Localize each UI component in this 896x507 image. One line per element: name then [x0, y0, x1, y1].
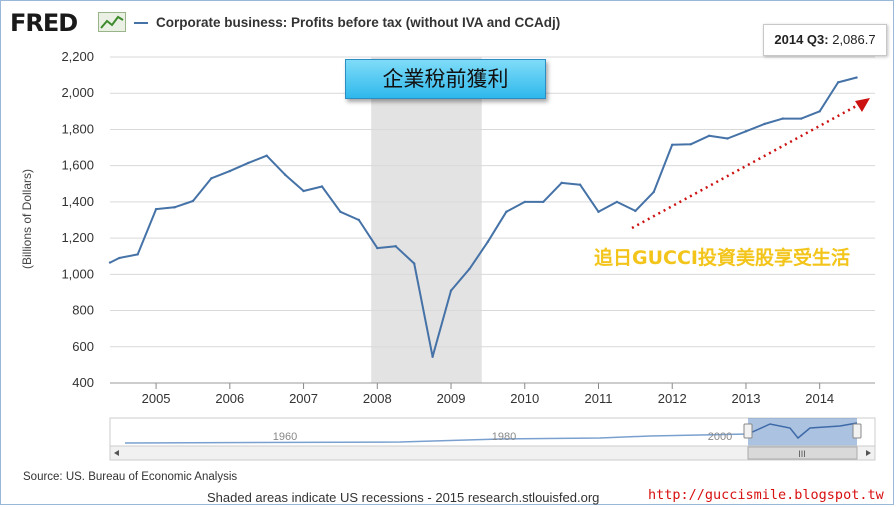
data-point — [320, 185, 324, 188]
data-point — [671, 143, 674, 147]
data-point — [136, 253, 139, 256]
navigator-handle[interactable] — [852, 423, 862, 439]
data-point — [726, 137, 729, 140]
data-point — [486, 240, 490, 243]
data-point — [118, 256, 121, 260]
y-tick-label: 1,800 — [61, 121, 94, 136]
blog-url[interactable]: http://guccismile.blogspot.tw — [648, 487, 884, 503]
data-point — [855, 76, 858, 79]
tooltip-value: 2,086.7 — [832, 32, 876, 47]
data-point — [283, 173, 287, 176]
scrollbar-thumb[interactable] — [747, 446, 858, 460]
scrollbar-grip: III — [798, 449, 806, 459]
data-point — [836, 81, 840, 84]
scrollbar-track — [109, 445, 876, 461]
plot-area — [110, 57, 875, 383]
navigator-handle[interactable] — [743, 423, 753, 439]
series-line — [109, 76, 857, 358]
x-tick-label: 2009 — [437, 391, 466, 406]
recession-note: Shaded areas indicate US recessions - 20… — [207, 490, 600, 505]
data-point — [191, 199, 195, 203]
data-point — [800, 117, 803, 120]
y-tick-label: 800 — [72, 303, 94, 318]
data-point — [210, 177, 213, 180]
fred-logo[interactable]: FRED — [10, 9, 126, 37]
y-tick-label: 400 — [72, 375, 94, 390]
trend-arrow-head — [855, 98, 870, 112]
tooltip: 2014 Q3: 2,086.7 — [763, 24, 887, 56]
data-point — [505, 210, 508, 214]
x-tick-label: 2007 — [289, 391, 318, 406]
y-tick-label: 1,400 — [61, 194, 94, 209]
data-point — [247, 161, 250, 165]
watermark-text: 追日GUCCI投資美股享受生活 — [594, 247, 850, 269]
navigator-label: 2000 — [708, 431, 732, 443]
data-point — [108, 261, 112, 264]
navigator-series — [124, 433, 749, 444]
y-tick-label: 2,000 — [61, 85, 94, 100]
data-point — [652, 190, 655, 194]
data-point — [707, 134, 711, 137]
overlay-title: 企業稅前獲利 — [345, 59, 546, 99]
data-point — [412, 262, 416, 265]
x-tick-label: 2012 — [658, 391, 687, 406]
data-point — [394, 245, 397, 248]
x-tick-label: 2013 — [732, 391, 761, 406]
data-point — [173, 206, 176, 209]
navigator-series-selected — [747, 422, 858, 440]
fred-graph-icon — [98, 12, 126, 32]
data-point — [615, 200, 619, 204]
data-point — [339, 210, 342, 214]
y-tick-label: 1,600 — [61, 158, 94, 173]
recession-shading — [371, 57, 482, 383]
fred-logo-text: FRED — [10, 9, 78, 37]
tooltip-period: 2014 Q3: — [774, 32, 829, 47]
data-point — [449, 289, 453, 292]
navigator-label: 1960 — [273, 431, 297, 443]
data-point — [265, 154, 268, 157]
data-point — [744, 130, 748, 133]
x-tick-label: 2011 — [585, 391, 613, 406]
scroll-left-icon[interactable] — [114, 450, 119, 456]
x-tick-label: 2010 — [510, 391, 539, 406]
source-note: Source: US. Bureau of Economic Analysis — [23, 471, 238, 483]
trend-arrow — [631, 102, 861, 230]
data-point — [578, 183, 582, 186]
y-tick-label: 1,000 — [61, 266, 94, 281]
legend-label: Corporate business: Profits before tax (… — [156, 15, 561, 30]
data-point — [228, 169, 232, 173]
data-point — [468, 267, 471, 271]
data-point — [634, 209, 637, 213]
x-tick-label: 2005 — [142, 391, 171, 406]
data-point — [376, 246, 379, 250]
y-tick-label: 600 — [72, 339, 94, 354]
series-legend[interactable]: Corporate business: Profits before tax (… — [134, 15, 560, 30]
data-point — [154, 207, 158, 211]
data-point — [597, 210, 600, 214]
data-point — [357, 218, 361, 222]
data-point — [818, 110, 821, 113]
data-point — [431, 355, 434, 358]
data-point — [689, 143, 692, 146]
data-point — [763, 122, 766, 126]
data-point — [560, 181, 563, 185]
x-tick-label: 2006 — [215, 391, 244, 406]
scroll-right-icon[interactable] — [866, 450, 871, 456]
data-point — [541, 200, 545, 204]
data-point — [781, 117, 785, 120]
x-tick-label: 2008 — [363, 391, 392, 406]
navigator: 1960 1980 2000 III — [109, 417, 876, 461]
navigator-selection — [748, 418, 857, 446]
y-tick-label: 2,200 — [61, 49, 94, 64]
navigator-label: 1980 — [492, 431, 516, 443]
legend-swatch — [134, 22, 148, 25]
x-tick-label: 2014 — [805, 391, 834, 406]
y-tick-label: 1,200 — [61, 230, 94, 245]
data-point — [302, 189, 305, 193]
data-point — [523, 200, 526, 204]
